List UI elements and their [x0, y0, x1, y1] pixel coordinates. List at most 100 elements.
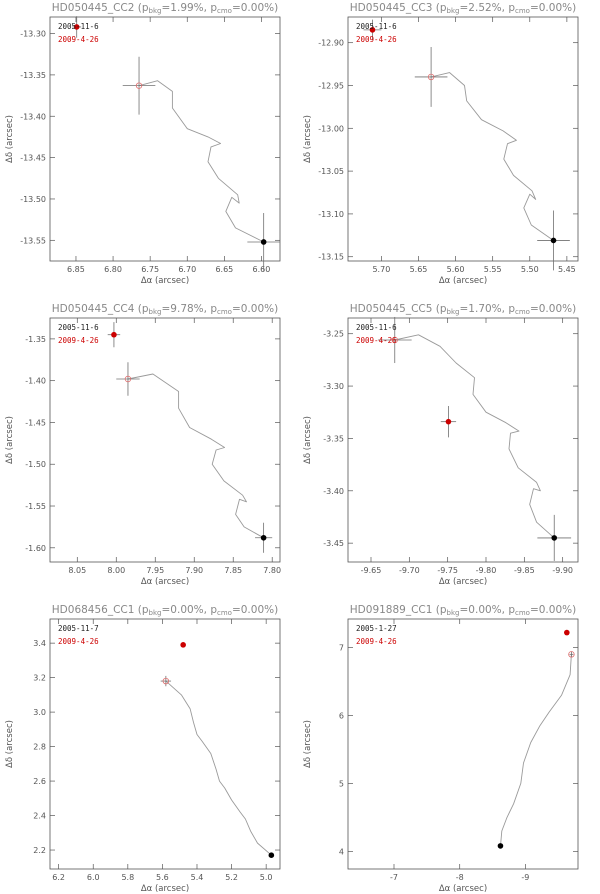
y-tick-label: -3.45	[323, 539, 344, 548]
title-part: =9.78%, p	[162, 303, 218, 315]
y-tick-label: 4	[339, 847, 344, 856]
second-epoch-point	[445, 418, 452, 425]
x-tick-label: 7.95	[146, 566, 164, 575]
y-tick-label: -13.50	[20, 195, 46, 204]
chart-panel-5: HD068456_CC1 (pbkg=0.00%, pcmo=0.00%) 6.2…	[5, 604, 281, 894]
chart-title: HD050445_CC4 (pbkg=9.78%, pcmo=0.00%)	[52, 303, 278, 316]
y-tick-label: -3.35	[323, 434, 344, 443]
x-tick-label: -9.85	[514, 566, 535, 575]
y-tick-label: -13.30	[20, 30, 46, 39]
first-epoch-point	[551, 535, 558, 541]
title-subscript: bkg	[149, 609, 162, 617]
title-subscript: bkg	[447, 609, 460, 617]
predicted-position-point	[391, 336, 398, 344]
x-tick-label: 5.6	[156, 873, 169, 882]
legend-first-epoch: 2005-11-6	[58, 22, 99, 31]
chart-panel-4: HD050445_CC5 (pbkg=1.70%, pcmo=0.00%) -9.…	[303, 303, 579, 587]
x-tick-label: 5.8	[121, 873, 134, 882]
title-part: HD050445_CC2 (p	[52, 2, 149, 14]
x-tick-label: 7.90	[185, 566, 203, 575]
legend-first-epoch: 2005-11-7	[58, 624, 99, 633]
x-tick-label: -9.65	[361, 566, 382, 575]
x-tick-label: 5.70	[372, 265, 390, 274]
chart-title: HD068456_CC1 (pbkg=0.00%, pcmo=0.00%)	[52, 604, 278, 617]
plot-frame	[49, 16, 281, 262]
y-axis-label: Δδ (arcsec)	[5, 720, 15, 768]
title-subscript: cmo	[515, 609, 530, 617]
x-axis-label: Δα (arcsec)	[141, 884, 189, 894]
y-tick-label: 2.4	[33, 812, 46, 821]
x-tick-label: 6.0	[87, 873, 100, 882]
plot-frame	[347, 16, 579, 262]
y-tick-label: 3.4	[33, 639, 46, 648]
chart-title: HD050445_CC2 (pbkg=1.99%, pcmo=0.00%)	[52, 2, 278, 15]
title-subscript: bkg	[447, 7, 460, 15]
x-tick-label: -9.75	[437, 566, 458, 575]
x-tick-label: -9.90	[552, 566, 573, 575]
title-subscript: bkg	[149, 308, 162, 316]
chart-title: HD050445_CC5 (pbkg=1.70%, pcmo=0.00%)	[350, 303, 576, 316]
legend-first-epoch: 2005-11-6	[356, 22, 397, 31]
y-tick-label: 2.8	[33, 743, 46, 752]
second-epoch-point	[564, 629, 570, 636]
title-part: =2.52%, p	[460, 2, 516, 14]
x-axis-label: Δα (arcsec)	[439, 577, 487, 587]
y-axis-label: Δδ (arcsec)	[5, 416, 15, 464]
title-part: =0.00%)	[530, 2, 576, 14]
y-axis-label: Δδ (arcsec)	[303, 115, 313, 163]
legend-second-epoch: 2009-4-26	[58, 637, 99, 646]
y-tick-label: -12.90	[318, 39, 344, 48]
y-tick-label: 7	[339, 644, 344, 653]
y-tick-label: -13.55	[20, 236, 46, 245]
second-epoch-point	[111, 331, 117, 338]
x-tick-label: -7	[390, 873, 398, 882]
title-part: =0.00%, p	[460, 604, 516, 616]
y-tick-label: 2.2	[33, 846, 46, 855]
plot-frame	[347, 317, 579, 563]
chart-panel-2: HD050445_CC3 (pbkg=2.52%, pcmo=0.00%) 5.7…	[303, 2, 579, 286]
title-part: =0.00%)	[232, 604, 278, 616]
x-tick-label: -9.70	[399, 566, 420, 575]
title-part: HD091889_CC1 (p	[350, 604, 447, 616]
x-tick-label: 6.2	[52, 873, 65, 882]
legend-first-epoch: 2005-11-6	[58, 323, 99, 332]
x-tick-label: 6.65	[215, 265, 233, 274]
y-tick-label: -13.15	[318, 253, 344, 262]
x-tick-label: 5.65	[410, 265, 428, 274]
y-tick-label: 3.2	[33, 674, 46, 683]
background-track-line	[394, 334, 555, 539]
y-tick-label: -13.35	[20, 71, 46, 80]
y-tick-label: -1.50	[25, 460, 46, 469]
y-tick-label: 3.0	[33, 708, 46, 717]
predicted-position-point	[124, 375, 132, 383]
x-tick-label: 5.0	[260, 873, 273, 882]
x-axis-label: Δα (arcsec)	[439, 276, 487, 286]
background-track-line	[430, 72, 554, 241]
x-tick-label: 5.55	[484, 265, 502, 274]
predicted-position-point	[427, 73, 435, 81]
second-epoch-point	[369, 27, 376, 33]
x-tick-label: -8	[456, 873, 464, 882]
chart-panel-6: HD091889_CC1 (pbkg=0.00%, pcmo=0.00%) -7 -…	[303, 604, 579, 894]
background-track-line	[127, 373, 264, 539]
background-track-line	[165, 680, 272, 856]
first-epoch-point	[268, 852, 275, 859]
title-part: =0.00%)	[232, 303, 278, 315]
y-tick-label: -3.40	[323, 487, 344, 496]
y-tick-label: 2.6	[33, 777, 46, 786]
title-subscript: cmo	[217, 609, 232, 617]
title-part: =1.70%, p	[460, 303, 516, 315]
title-part: =0.00%)	[232, 2, 278, 14]
y-tick-label: -13.40	[20, 112, 46, 121]
title-part: HD068456_CC1 (p	[52, 604, 149, 616]
y-axis-label: Δδ (arcsec)	[5, 115, 15, 163]
title-part: HD050445_CC3 (p	[350, 2, 447, 14]
y-tick-label: -1.60	[25, 544, 46, 553]
plot-frame	[49, 317, 281, 563]
first-epoch-point	[260, 239, 267, 245]
y-tick-label: -13.05	[318, 167, 344, 176]
chart-panel-3: HD050445_CC4 (pbkg=9.78%, pcmo=0.00%) 8.0…	[5, 303, 281, 587]
second-epoch-point	[73, 24, 80, 30]
y-tick-label: -13.45	[20, 154, 46, 163]
